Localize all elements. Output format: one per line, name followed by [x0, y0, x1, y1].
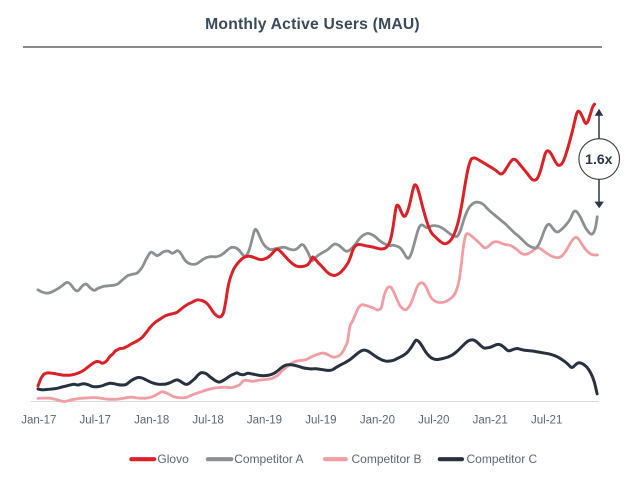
svg-text:Jul-21: Jul-21: [531, 415, 562, 427]
svg-text:Jan-17: Jan-17: [21, 415, 56, 427]
svg-text:Competitor B: Competitor B: [352, 452, 422, 466]
svg-text:Jan-21: Jan-21: [473, 415, 508, 427]
svg-text:Jan-19: Jan-19: [247, 415, 282, 427]
svg-text:Jan-20: Jan-20: [360, 415, 395, 427]
svg-text:Jul-19: Jul-19: [305, 415, 336, 427]
svg-text:Jul-20: Jul-20: [418, 415, 449, 427]
svg-text:Glovo: Glovo: [157, 452, 189, 466]
svg-text:Competitor A: Competitor A: [234, 452, 303, 466]
svg-text:Jul-18: Jul-18: [192, 415, 223, 427]
svg-text:Jul-17: Jul-17: [80, 415, 111, 427]
svg-text:1.6x: 1.6x: [585, 151, 612, 167]
svg-text:Jan-18: Jan-18: [134, 415, 169, 427]
svg-text:Competitor C: Competitor C: [467, 452, 538, 466]
